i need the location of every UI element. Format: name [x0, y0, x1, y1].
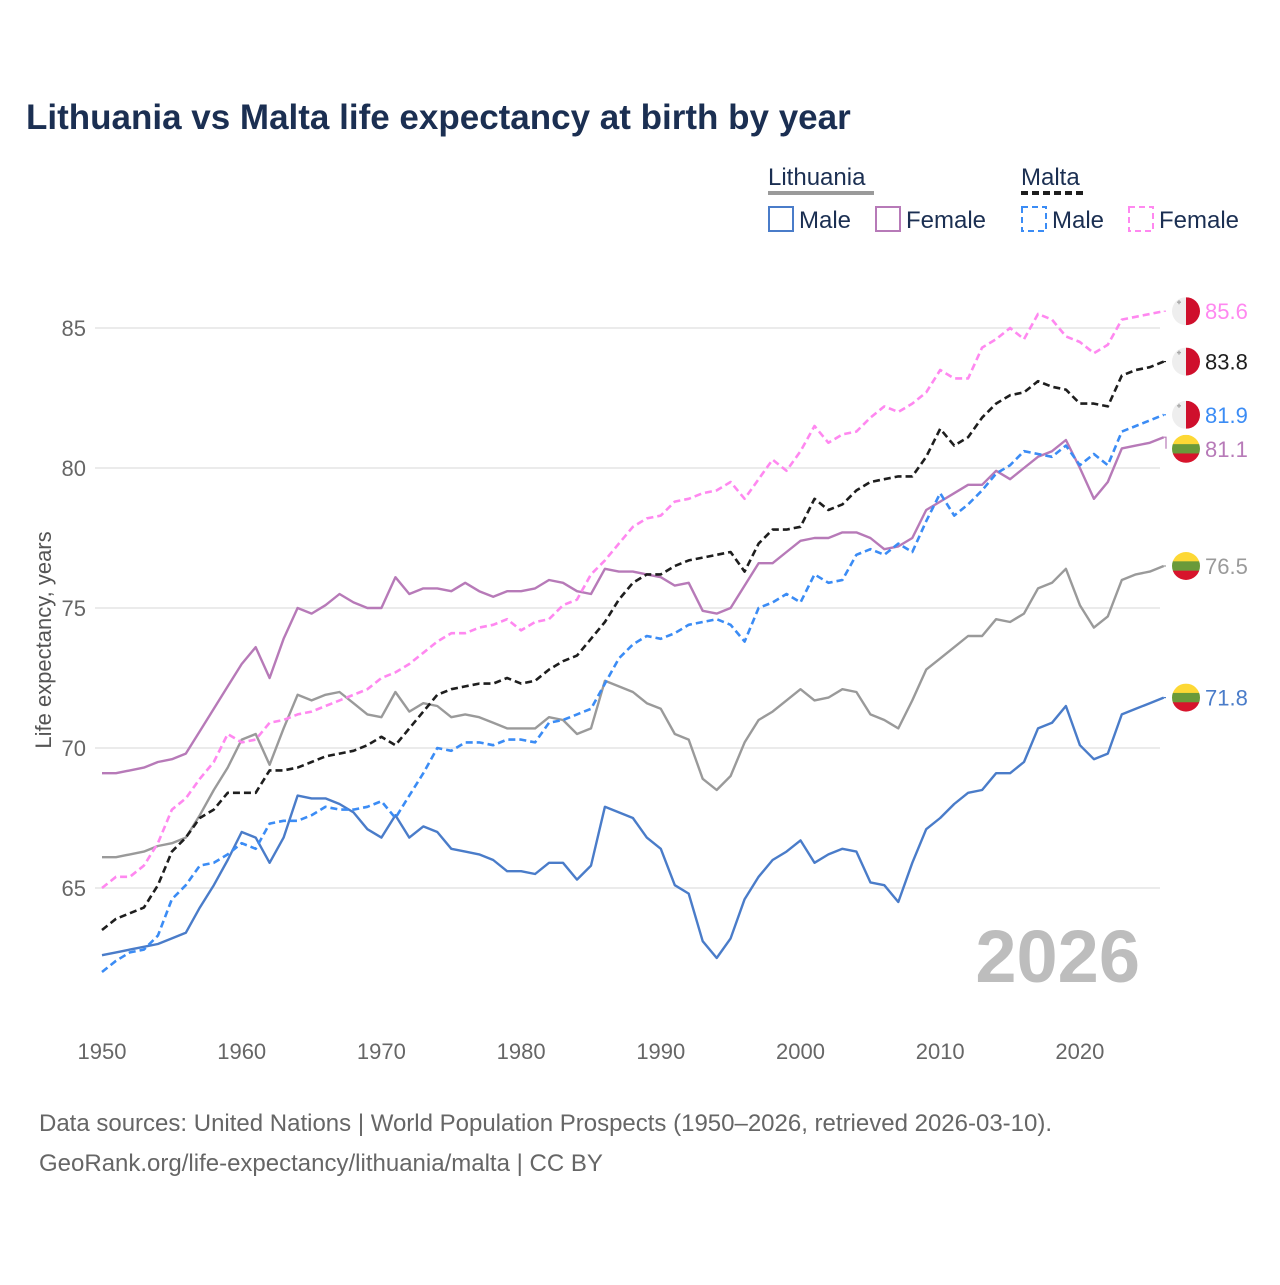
end-labels: 85.6 83.8 81.9 81.1 76.5 71.8: [1163, 297, 1248, 712]
flag-stripe: [1172, 702, 1200, 712]
end-value-label-malta: 83.8: [1205, 350, 1248, 375]
malta-flag-icon: [1172, 347, 1200, 376]
x-axis-ticks: 1950 1960 1970 1980 1990 2000 2010 2020: [78, 1039, 1105, 1064]
end-value-label-malta-male: 81.9: [1205, 403, 1248, 428]
end-connector-lithuania-female: [1163, 436, 1167, 449]
legend-label-lithuania-male: Male: [799, 207, 851, 234]
y-tick-label: 80: [62, 456, 86, 481]
flag-white-half: [1172, 347, 1186, 376]
flag-red-half: [1186, 400, 1200, 429]
y-tick-label: 70: [62, 736, 86, 761]
series-line-lithuania: [102, 564, 1165, 859]
george-cross-icon: [1177, 403, 1181, 408]
end-value-label-malta-female: 85.6: [1205, 299, 1248, 324]
series-line-malta: [101, 360, 1165, 932]
flag-stripe: [1172, 683, 1200, 694]
flag-stripe: [1172, 434, 1200, 445]
series-line-malta-male: [101, 413, 1165, 974]
flag-stripe: [1172, 552, 1200, 562]
series-line-lithuania-male: [101, 696, 1165, 960]
george-cross-icon: [1177, 350, 1181, 355]
x-tick-label: 2010: [916, 1039, 965, 1064]
x-tick-label: 1950: [78, 1039, 127, 1064]
lithuania-flag-icon: [1172, 552, 1200, 580]
flag-stripe: [1172, 570, 1200, 580]
y-tick-label: 75: [62, 596, 86, 621]
x-tick-label: 1970: [357, 1039, 406, 1064]
footer-sources: Data sources: United Nations | World Pop…: [39, 1110, 1052, 1137]
x-tick-label: 1990: [636, 1039, 685, 1064]
legend-group-malta: Malta: [1021, 164, 1080, 191]
gridlines: [95, 327, 1160, 889]
legend-label-lithuania-female: Female: [906, 207, 986, 234]
legend-label-malta-female: Female: [1159, 207, 1239, 234]
y-tick-label: 85: [62, 316, 86, 341]
legend-swatch-lithuania-female: [875, 206, 901, 232]
flag-white-half: [1172, 400, 1186, 429]
x-tick-label: 1980: [497, 1039, 546, 1064]
legend-swatch-lithuania-male: [768, 206, 794, 232]
y-axis-label: Life expectancy, years: [31, 531, 56, 748]
lithuania-flag-icon: [1172, 683, 1200, 712]
legend-swatch-malta-female: [1128, 206, 1154, 232]
series-line-lithuania-female: [102, 436, 1165, 775]
flag-red-half: [1186, 297, 1200, 326]
series-lines: [101, 309, 1165, 974]
chart-title: Lithuania vs Malta life expectancy at bi…: [26, 98, 851, 137]
flag-stripe: [1172, 692, 1200, 703]
x-tick-label: 2020: [1055, 1039, 1104, 1064]
end-value-label-lithuania: 76.5: [1205, 554, 1248, 579]
x-tick-label: 2000: [776, 1039, 825, 1064]
flag-white-half: [1172, 297, 1186, 326]
flag-stripe: [1172, 444, 1200, 454]
y-axis-ticks: 65 70 75 80 85: [62, 316, 86, 901]
footer-link[interactable]: GeoRank.org/life-expectancy/lithuania/ma…: [39, 1150, 603, 1177]
malta-flag-icon: [1172, 297, 1200, 326]
flag-stripe: [1172, 561, 1200, 571]
legend-swatch-malta-male: [1021, 206, 1047, 232]
legend: Lithuania Malta Male Female Male Female: [768, 164, 1239, 234]
end-value-label-lithuania-female: 81.1: [1205, 437, 1248, 462]
lithuania-flag-icon: [1172, 434, 1200, 463]
series-line-malta-female: [101, 309, 1164, 890]
legend-label-malta-male: Male: [1052, 207, 1104, 234]
george-cross-icon: [1177, 300, 1181, 305]
x-tick-label: 1960: [217, 1039, 266, 1064]
malta-flag-icon: [1172, 400, 1200, 429]
year-watermark: 2026: [975, 915, 1140, 998]
legend-group-lithuania: Lithuania: [768, 164, 866, 191]
flag-stripe: [1172, 453, 1200, 463]
y-tick-label: 65: [62, 876, 86, 901]
end-value-label-lithuania-male: 71.8: [1205, 686, 1248, 711]
flag-red-half: [1186, 347, 1200, 376]
